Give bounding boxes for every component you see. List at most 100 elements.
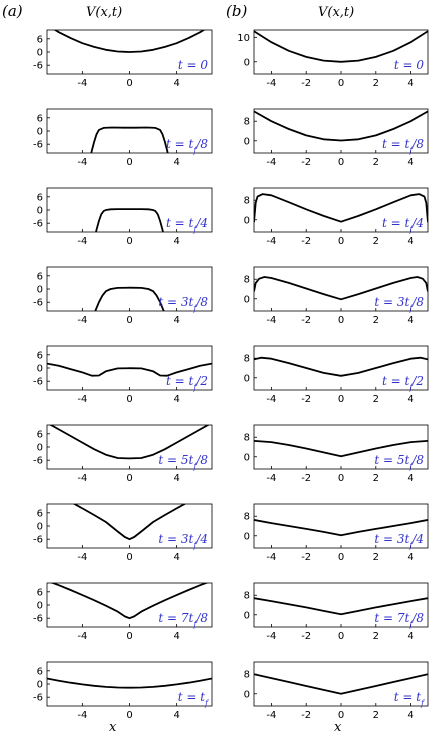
time-label-a-0: t = 0 bbox=[178, 58, 209, 72]
x-tick-label-b-6-2: 0 bbox=[338, 552, 344, 563]
panel-a-3: 6 0 -6 -4 0 4 t = 3tf/8 bbox=[33, 266, 213, 326]
panel-b-5: 8 0 -4 -2 0 2 4 t = 5tf/8 bbox=[244, 424, 429, 484]
y-tick-label-a-4-1: 0 bbox=[37, 364, 43, 375]
y-tick-label-a-6-0: 6 bbox=[37, 508, 43, 519]
column-title-b: V(x,t) bbox=[318, 5, 354, 20]
x-tick-label-b-8-0: -4 bbox=[266, 710, 276, 721]
x-tick-label-a-4-2: 4 bbox=[173, 394, 179, 405]
x-tick-label-a-6-2: 4 bbox=[173, 552, 179, 563]
x-tick-label-a-1-0: -4 bbox=[77, 157, 87, 168]
y-tick-label-b-1-0: 8 bbox=[244, 117, 250, 128]
x-tick-label-b-7-4: 4 bbox=[407, 631, 413, 642]
x-tick-label-b-4-2: 0 bbox=[338, 394, 344, 405]
x-tick-label-a-5-2: 4 bbox=[173, 473, 179, 484]
x-tick-label-a-3-1: 0 bbox=[126, 315, 132, 326]
panel-a-6: 6 0 -6 -4 0 4 t = 3tf/4 bbox=[33, 503, 213, 563]
time-label-b-5: t = 5tf/8 bbox=[374, 453, 424, 471]
x-tick-label-b-2-1: -2 bbox=[301, 236, 311, 247]
x-tick-label-a-5-1: 0 bbox=[126, 473, 132, 484]
y-tick-label-b-5-0: 8 bbox=[244, 433, 250, 444]
time-label-a-6: t = 3tf/4 bbox=[158, 532, 208, 550]
y-tick-label-a-2-1: 0 bbox=[37, 206, 43, 217]
y-tick-label-a-3-0: 6 bbox=[37, 271, 43, 282]
panel-b-7: 8 0 -4 -2 0 2 4 t = 7tf/8 bbox=[244, 582, 429, 642]
y-tick-label-a-3-1: 0 bbox=[37, 285, 43, 296]
y-tick-label-b-2-0: 8 bbox=[244, 196, 250, 207]
panel-a-7: 6 0 -6 -4 0 4 t = 7tf/8 bbox=[33, 582, 213, 642]
x-tick-label-b-8-3: 2 bbox=[373, 710, 379, 721]
y-tick-label-b-8-1: 0 bbox=[244, 689, 250, 700]
series-line-b-3 bbox=[254, 276, 428, 301]
x-tick-label-b-0-2: 0 bbox=[338, 78, 344, 89]
y-tick-label-b-1-1: 0 bbox=[244, 136, 250, 147]
series-line-a-8 bbox=[47, 677, 212, 689]
x-tick-label-b-7-2: 0 bbox=[338, 631, 344, 642]
panel-b-3: 8 0 -4 -2 0 2 4 t = 3tf/8 bbox=[244, 266, 429, 326]
x-tick-label-a-0-2: 4 bbox=[173, 78, 179, 89]
x-tick-label-a-0-0: -4 bbox=[77, 78, 87, 89]
x-tick-label-b-0-4: 4 bbox=[407, 78, 413, 89]
y-tick-label-b-4-1: 0 bbox=[244, 373, 250, 384]
x-tick-label-a-3-2: 4 bbox=[173, 315, 179, 326]
series-line-a-3 bbox=[94, 286, 165, 311]
y-tick-label-a-0-0: 6 bbox=[37, 34, 43, 45]
y-tick-label-a-8-0: 6 bbox=[37, 666, 43, 677]
x-tick-label-b-6-0: -4 bbox=[266, 552, 276, 563]
x-tick-label-a-1-2: 4 bbox=[173, 157, 179, 168]
y-tick-label-a-2-0: 6 bbox=[37, 192, 43, 203]
x-tick-label-b-4-1: -2 bbox=[301, 394, 311, 405]
y-tick-label-b-7-0: 8 bbox=[244, 591, 250, 602]
series-line-b-0 bbox=[254, 30, 428, 63]
panel-a-4: 6 0 -6 -4 0 4 t = tf/2 bbox=[33, 345, 213, 405]
series-line-b-5 bbox=[254, 440, 428, 458]
time-label-b-4: t = tf/2 bbox=[382, 374, 424, 392]
x-tick-label-b-4-3: 2 bbox=[373, 394, 379, 405]
y-tick-label-a-7-2: -6 bbox=[33, 614, 43, 625]
y-tick-label-a-5-2: -6 bbox=[33, 456, 43, 467]
series-line-a-1 bbox=[90, 126, 169, 153]
x-tick-label-a-4-0: -4 bbox=[77, 394, 87, 405]
x-tick-label-a-7-0: -4 bbox=[77, 631, 87, 642]
y-tick-label-a-2-2: -6 bbox=[33, 219, 43, 230]
y-tick-label-b-2-1: 0 bbox=[244, 215, 250, 226]
x-tick-label-a-7-2: 4 bbox=[173, 631, 179, 642]
x-tick-label-b-1-4: 4 bbox=[407, 157, 413, 168]
series-line-a-7 bbox=[50, 583, 209, 620]
y-tick-label-a-5-0: 6 bbox=[37, 429, 43, 440]
x-tick-label-b-1-2: 0 bbox=[338, 157, 344, 168]
x-tick-label-a-2-0: -4 bbox=[77, 236, 87, 247]
x-tick-label-b-7-3: 2 bbox=[373, 631, 379, 642]
y-tick-label-b-8-0: 8 bbox=[244, 670, 250, 681]
panel-a-2: 6 0 -6 -4 0 4 t = tf/4 bbox=[33, 187, 213, 247]
y-tick-label-a-5-1: 0 bbox=[37, 443, 43, 454]
x-tick-label-b-1-3: 2 bbox=[373, 157, 379, 168]
series-line-a-2 bbox=[95, 208, 164, 232]
x-tick-label-a-6-0: -4 bbox=[77, 552, 87, 563]
time-label-b-0: t = 0 bbox=[394, 58, 425, 72]
x-tick-label-b-8-1: -2 bbox=[301, 710, 311, 721]
y-tick-label-a-3-2: -6 bbox=[33, 298, 43, 309]
panel-a-1: 6 0 -6 -4 0 4 t = tf/8 bbox=[33, 108, 213, 168]
x-tick-label-b-3-2: 0 bbox=[338, 315, 344, 326]
panel-b-0: 10 0 -4 -2 0 2 4 t = 0 bbox=[237, 29, 429, 89]
x-tick-label-a-4-1: 0 bbox=[126, 394, 132, 405]
panel-b-1: 8 0 -4 -2 0 2 4 t = tf/8 bbox=[244, 108, 429, 168]
x-tick-label-a-5-0: -4 bbox=[77, 473, 87, 484]
time-label-b-3: t = 3tf/8 bbox=[374, 295, 424, 313]
x-tick-label-b-2-0: -4 bbox=[266, 236, 276, 247]
x-tick-label-b-6-1: -2 bbox=[301, 552, 311, 563]
time-label-a-2: t = tf/4 bbox=[166, 216, 208, 234]
x-tick-label-a-2-2: 4 bbox=[173, 236, 179, 247]
x-tick-label-b-6-4: 4 bbox=[407, 552, 413, 563]
column-b: 10 0 -4 -2 0 2 4 t = 0 8 0 -4 -2 0 2 4 t = tf/8 8 0 -4 -2 0 2… bbox=[237, 29, 429, 721]
y-tick-label-b-6-0: 8 bbox=[244, 512, 250, 523]
y-tick-label-a-8-1: 0 bbox=[37, 680, 43, 691]
y-tick-label-a-1-2: -6 bbox=[33, 140, 43, 151]
panel-a-0: 6 0 -6 -4 0 4 t = 0 bbox=[33, 29, 213, 89]
time-label-b-1: t = tf/8 bbox=[382, 137, 424, 155]
y-tick-label-a-6-1: 0 bbox=[37, 522, 43, 533]
column-a: 6 0 -6 -4 0 4 t = 0 6 0 -6 -4 0 4 t = tf/8 6 0 -6 -4 0 4 t =… bbox=[33, 29, 213, 721]
time-label-b-7: t = 7tf/8 bbox=[374, 611, 424, 629]
x-tick-label-a-8-2: 4 bbox=[173, 710, 179, 721]
